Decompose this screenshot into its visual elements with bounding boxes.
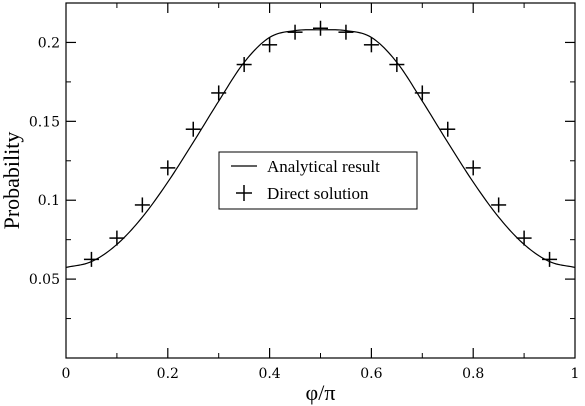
direct-solution-point bbox=[363, 37, 379, 53]
direct-solution-point bbox=[109, 230, 125, 246]
analytical-result-line bbox=[65, 29, 576, 269]
direct-solution-point bbox=[236, 57, 252, 73]
legend-plus-sample bbox=[236, 185, 252, 201]
x-tick-label: 0 bbox=[62, 366, 71, 382]
direct-solution-point bbox=[491, 197, 507, 213]
legend-label-direct: Direct solution bbox=[267, 184, 369, 203]
x-tick-label: 0.2 bbox=[157, 366, 179, 382]
direct-solution-point bbox=[313, 20, 328, 36]
x-axis-title: φ/π bbox=[306, 380, 336, 405]
x-tick-label: 0.6 bbox=[360, 366, 382, 382]
x-tick-label: 1 bbox=[571, 366, 580, 382]
y-tick-label: 0.1 bbox=[38, 193, 60, 209]
y-tick-label: 0.05 bbox=[29, 272, 60, 288]
legend-box bbox=[218, 151, 418, 210]
y-tick-label: 0.2 bbox=[38, 35, 60, 51]
direct-solution-markers bbox=[83, 20, 558, 267]
direct-solution-point bbox=[211, 85, 227, 101]
y-axis-ticks: 0.05 0.1 0.15 0.2 bbox=[29, 2, 575, 320]
direct-solution-point bbox=[134, 197, 150, 213]
direct-solution-point bbox=[160, 160, 176, 176]
direct-solution-point bbox=[440, 121, 456, 137]
y-axis-title: Probability bbox=[0, 132, 24, 230]
direct-solution-point bbox=[465, 160, 481, 176]
direct-solution-point bbox=[185, 121, 201, 137]
legend: Analytical result Direct solution bbox=[218, 151, 418, 210]
direct-solution-point bbox=[262, 37, 278, 53]
direct-solution-point bbox=[414, 85, 430, 101]
direct-solution-point bbox=[338, 24, 354, 40]
direct-solution-point bbox=[83, 251, 99, 267]
y-tick-label: 0.15 bbox=[29, 114, 60, 130]
direct-solution-point bbox=[542, 251, 558, 267]
x-axis-ticks: 0 0.2 0.4 0.6 0.8 1 bbox=[62, 3, 580, 382]
x-tick-label: 0.4 bbox=[258, 366, 280, 382]
direct-solution-point bbox=[516, 230, 532, 246]
direct-solution-point bbox=[389, 57, 405, 73]
legend-label-analytical: Analytical result bbox=[267, 157, 380, 176]
x-tick-label: 0.8 bbox=[462, 366, 484, 382]
direct-solution-point bbox=[287, 24, 303, 40]
